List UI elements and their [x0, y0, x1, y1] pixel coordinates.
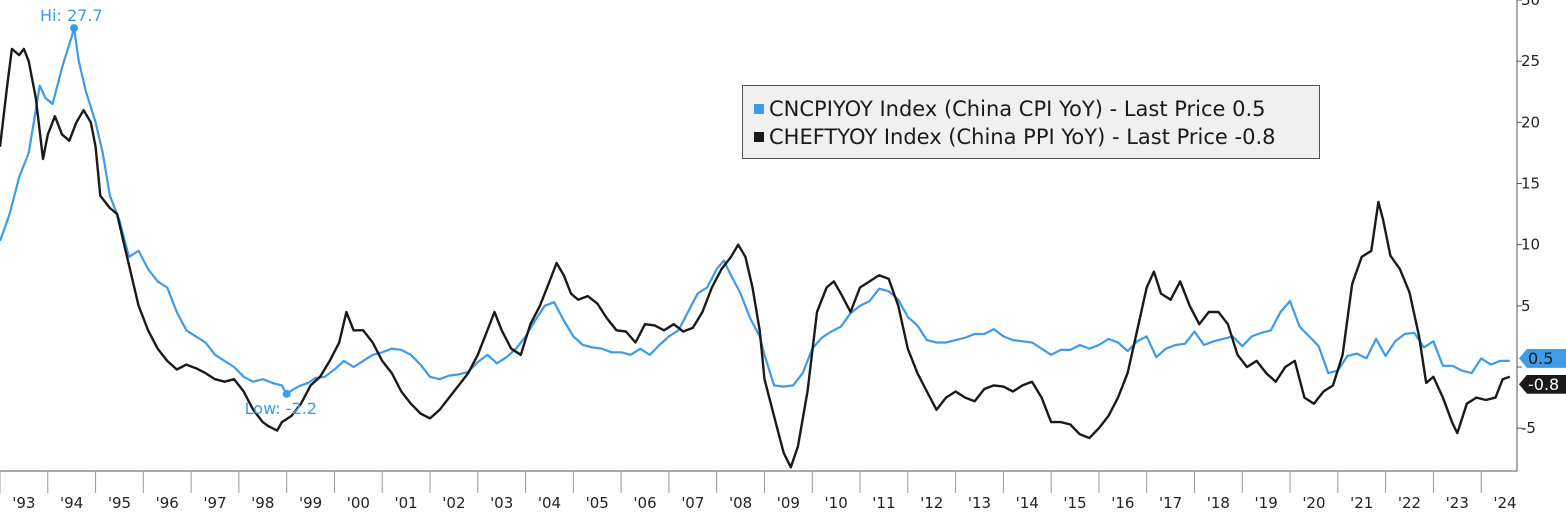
x-tick-label: '22 [1398, 494, 1421, 512]
y-tick-label: -5 [1521, 419, 1536, 437]
x-tick-label: '07 [681, 494, 704, 512]
x-tick-label: '96 [156, 494, 179, 512]
series-line-ppi [0, 47, 1511, 469]
y-tick-label: 15 [1521, 175, 1540, 193]
x-tick-label: '93 [12, 494, 35, 512]
x-tick-label: '00 [347, 494, 370, 512]
x-tick-label: '17 [1159, 494, 1182, 512]
x-tick-label: '14 [1016, 494, 1039, 512]
x-tick-label: '19 [1255, 494, 1278, 512]
x-tick-label: '13 [968, 494, 991, 512]
x-tick-label: '20 [1302, 494, 1325, 512]
legend-item-cpi: CNCPIYOY Index (China CPI YoY) - Last Pr… [754, 95, 1319, 123]
cpi-swatch [754, 104, 764, 114]
legend: CNCPIYOY Index (China CPI YoY) - Last Pr… [742, 85, 1320, 159]
x-tick-label: '11 [872, 494, 895, 512]
y-tick-label: 10 [1521, 236, 1540, 254]
x-tick-label: '15 [1063, 494, 1086, 512]
y-tick-label: 25 [1521, 52, 1540, 70]
x-tick-label: '94 [60, 494, 83, 512]
x-tick-label: '03 [490, 494, 513, 512]
x-tick-label: '97 [203, 494, 226, 512]
high-annotation: Hi: 27.7 [40, 6, 103, 25]
y-axis: -5 5 10 15 20 25 30 [1516, 0, 1540, 471]
x-tick-label: '06 [633, 494, 656, 512]
x-tick-label: '05 [586, 494, 609, 512]
x-tick-label: '21 [1350, 494, 1373, 512]
x-tick-label: '08 [729, 494, 752, 512]
x-tick-label: '10 [825, 494, 848, 512]
x-tick-label: '02 [442, 494, 465, 512]
x-tick-label: '99 [299, 494, 322, 512]
x-tick-label: '95 [108, 494, 131, 512]
x-tick-label: '23 [1446, 494, 1469, 512]
x-axis: '93 '94 '95 '96 '97 '98 '99 '00 '01 '02 '03 '04 '05 '… [0, 470, 1517, 512]
y-tick-label: 20 [1521, 113, 1540, 131]
high-point-marker [70, 24, 79, 33]
series-line-cpi [0, 27, 1510, 395]
ppi-last-value-label: -0.8 [1519, 374, 1566, 394]
x-tick-label: '01 [395, 494, 418, 512]
legend-label-cpi: CNCPIYOY Index (China CPI YoY) - Last Pr… [769, 97, 1266, 121]
legend-label-ppi: CHEFTYOY Index (China PPI YoY) - Last Pr… [769, 125, 1276, 149]
x-tick-label: '04 [538, 494, 561, 512]
legend-item-ppi: CHEFTYOY Index (China PPI YoY) - Last Pr… [754, 123, 1319, 151]
x-tick-label: '12 [920, 494, 943, 512]
x-tick-label: '98 [251, 494, 274, 512]
cpi-last-value-label: 0.5 [1519, 348, 1566, 368]
x-tick-label: '24 [1493, 494, 1516, 512]
x-tick-label: '09 [777, 494, 800, 512]
y-tick-label: 30 [1521, 0, 1540, 9]
ppi-swatch [754, 132, 764, 142]
x-tick-label: '16 [1111, 494, 1134, 512]
x-tick-label: '18 [1207, 494, 1230, 512]
low-point-marker [282, 389, 291, 398]
low-annotation: Low: -2.2 [245, 399, 317, 418]
plot-area: Hi: 27.7 Low: -2.2 [0, 6, 1511, 469]
y-tick-label: 5 [1521, 297, 1531, 315]
